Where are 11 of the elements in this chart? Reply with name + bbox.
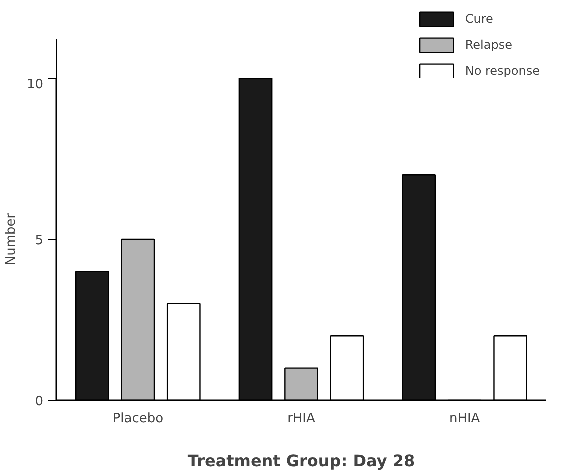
y-axis-title: Number <box>4 212 19 266</box>
legend-label: No response <box>465 64 540 78</box>
x-tick-label: nHIA <box>449 412 480 426</box>
y-tick-label: 0 <box>35 394 44 410</box>
legend-label: Cure <box>465 12 494 26</box>
y-tick-label: 5 <box>35 234 44 248</box>
x-axis-title: Treatment Group: Day 28 <box>188 452 416 470</box>
x-tick-label: rHIA <box>288 412 316 426</box>
legend-label: Relapse <box>465 38 512 52</box>
x-tick-label: Placebo <box>112 412 164 426</box>
y-tick-label: 10 <box>26 78 44 92</box>
